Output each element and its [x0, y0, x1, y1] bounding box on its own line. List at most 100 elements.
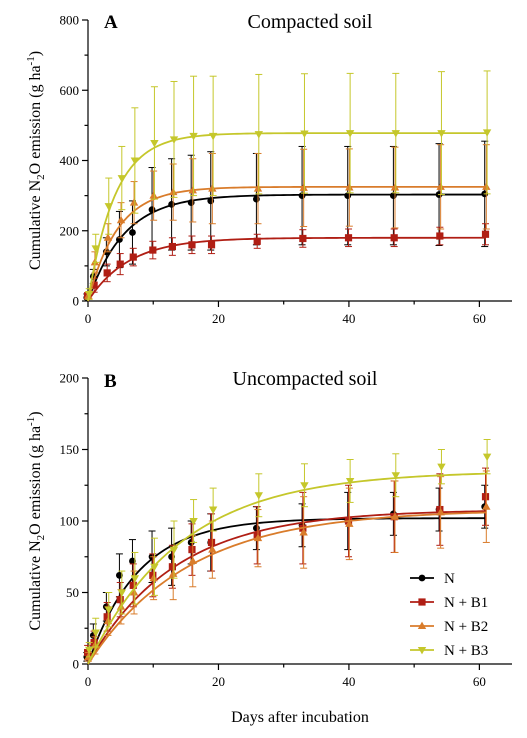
data-point [129, 229, 136, 236]
data-point [390, 512, 400, 520]
data-point [187, 199, 195, 207]
x-tick-label: 20 [212, 311, 225, 326]
data-point [189, 518, 198, 526]
data-point [345, 183, 354, 191]
y-tick-label: 100 [60, 514, 80, 529]
fit-curve [87, 132, 486, 302]
data-point [168, 563, 176, 571]
x-tick-label: 60 [473, 674, 486, 689]
data-point [299, 528, 308, 536]
data-point [482, 129, 492, 137]
x-tick-label: 0 [85, 311, 92, 326]
data-point [300, 130, 309, 138]
data-point [253, 533, 263, 542]
data-point [188, 185, 197, 194]
data-point [117, 589, 127, 597]
data-point [345, 519, 354, 527]
data-point [104, 203, 113, 211]
data-point [149, 246, 157, 254]
fit-curve [87, 472, 486, 665]
data-point [481, 493, 490, 501]
x-tick-label: 20 [212, 674, 225, 689]
y-tick-label: 0 [73, 294, 80, 309]
data-point [169, 569, 178, 577]
data-point [168, 201, 176, 208]
legend-item: N + B2 [410, 619, 488, 635]
data-point [253, 237, 261, 245]
data-point [391, 130, 400, 138]
legend-item: N + B1 [410, 595, 488, 611]
data-point [189, 132, 198, 141]
panel-B: 0 50 100 150 200 0 20 40 60 B Uncompacted soil Cumu… [25, 368, 512, 726]
data-point [103, 613, 111, 621]
series-n-b2 [84, 470, 491, 665]
x-axis-title: Days after incubation [231, 709, 369, 726]
panel-title: Uncompacted soil [233, 368, 378, 390]
y-tick-label: 400 [60, 153, 80, 168]
y-axis-title: Cumulative N2O emission (g ha-1) [25, 51, 47, 270]
panel-label: B [104, 371, 117, 392]
data-point [482, 502, 491, 510]
fit-curve [87, 193, 486, 302]
data-point [208, 506, 218, 514]
data-point [254, 492, 263, 500]
data-point [116, 571, 123, 579]
data-point [344, 234, 353, 242]
data-point [117, 175, 127, 183]
data-point [91, 245, 100, 253]
data-point [207, 197, 215, 205]
data-point [129, 198, 139, 206]
data-point [299, 183, 308, 191]
data-point [208, 184, 217, 192]
y-axis-title: Cumulative N2O emission (g ha-1) [25, 411, 47, 630]
legend-label: N [444, 571, 455, 587]
data-point [85, 290, 94, 299]
data-point [104, 606, 113, 615]
series-n-b3 [85, 438, 492, 665]
y-tick-label: 600 [60, 83, 80, 98]
panel-A: 0 200 400 600 800 0 20 40 60 A Compacted soil Cumul… [25, 11, 512, 326]
data-point [130, 157, 140, 165]
data-point [208, 545, 217, 553]
panel-label: A [104, 12, 118, 33]
y-tick-label: 50 [66, 585, 79, 600]
legend-marker [418, 574, 426, 582]
y-tick-label: 0 [73, 657, 80, 672]
data-point [148, 206, 156, 214]
legend-label: N + B3 [444, 643, 488, 659]
data-point [207, 241, 216, 249]
data-point [129, 588, 139, 596]
legend-item: N [410, 571, 455, 587]
data-point [436, 232, 444, 240]
data-point [169, 546, 179, 554]
data-point [300, 482, 309, 490]
y-tick-label: 800 [60, 13, 80, 28]
data-point [129, 253, 137, 261]
data-point [130, 575, 140, 583]
data-point [149, 573, 158, 582]
legend-label: N + B1 [444, 595, 488, 611]
data-point [90, 281, 98, 289]
data-point [254, 131, 263, 139]
legend-marker [417, 647, 427, 655]
data-point [116, 236, 123, 243]
data-point [116, 215, 126, 224]
data-point [129, 581, 137, 589]
data-point [207, 538, 216, 547]
series-n-b1 [84, 223, 490, 302]
fit-curve [87, 236, 486, 302]
data-point [390, 234, 398, 242]
data-point [208, 132, 218, 141]
y-tick-label: 200 [60, 371, 80, 386]
data-point [391, 472, 400, 480]
data-point [482, 453, 492, 462]
series-n-b2 [84, 144, 491, 302]
x-tick-label: 0 [85, 674, 92, 689]
legend-marker [418, 598, 426, 606]
data-point [345, 477, 355, 486]
data-point [253, 184, 263, 192]
data-point [169, 136, 179, 144]
data-point [103, 269, 111, 277]
legend-item: N + B3 [410, 643, 488, 659]
